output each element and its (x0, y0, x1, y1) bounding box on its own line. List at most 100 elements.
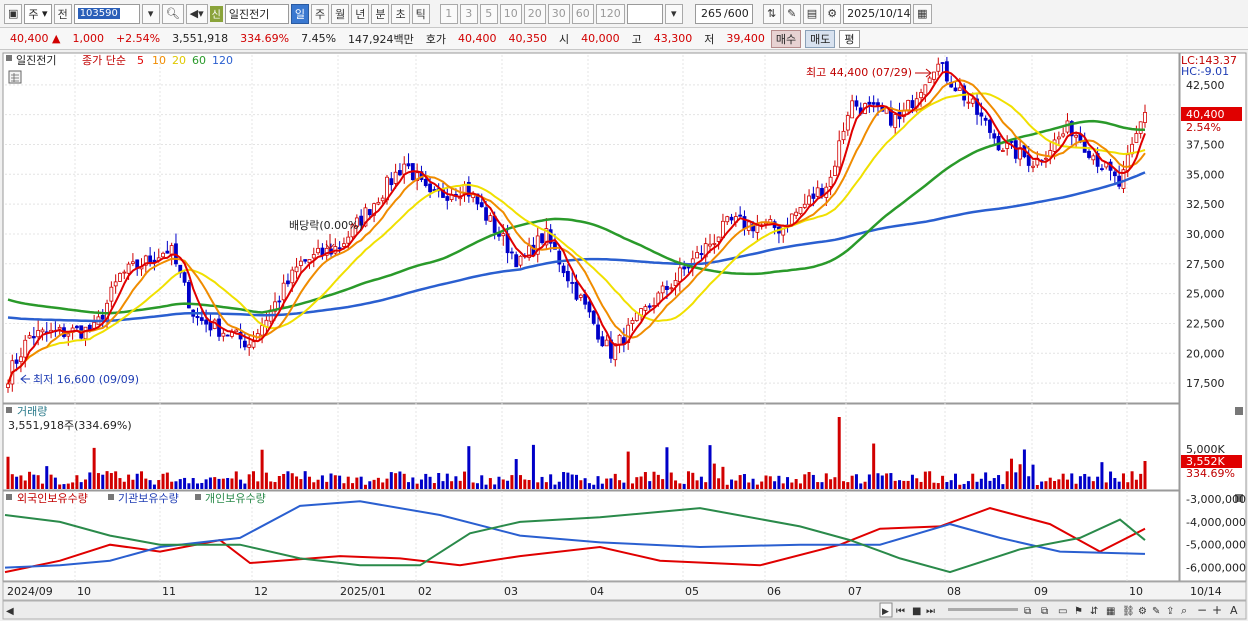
volume-close-icon[interactable] (1235, 407, 1243, 415)
legend-individual[interactable]: 개인보유수량 (205, 492, 266, 505)
buy-button[interactable]: 매수 (770, 29, 802, 48)
search-icon[interactable]: 🔍︎ (161, 3, 184, 24)
holdings-dot-icon (6, 494, 12, 500)
interval-10[interactable]: 10 (499, 3, 522, 24)
window-icon[interactable]: ▣ (4, 3, 23, 24)
volume-bar (402, 473, 406, 489)
grid-icon (11, 73, 19, 82)
period-week[interactable]: 주 (310, 3, 330, 24)
save-icon[interactable]: ▤ (802, 3, 822, 24)
indicator-icon[interactable]: ⚑ (1074, 606, 1083, 617)
candle-body (1087, 150, 1091, 158)
link-icon[interactable]: ⛓ (1122, 605, 1135, 617)
ma10-line (7, 79, 1146, 385)
compare-chart-icon[interactable]: ⇵ (1090, 606, 1098, 617)
holdings-close-icon[interactable] (1235, 494, 1243, 502)
legend-ma120[interactable]: 120 (212, 54, 233, 67)
price-panel[interactable] (2, 52, 1180, 404)
volume-bar (157, 480, 161, 489)
custom-interval-input[interactable] (626, 3, 663, 24)
play-icon: ▶ (882, 607, 889, 617)
open-price: 40,000 (581, 32, 620, 45)
legend-ma60[interactable]: 60 (192, 54, 206, 67)
volume-bar (704, 482, 708, 489)
volume-bar (19, 475, 23, 489)
candle-body (1125, 154, 1130, 171)
draw-icon[interactable]: ✎ (782, 3, 801, 24)
legend-close[interactable]: 종가 단순 (82, 54, 126, 67)
interval-120[interactable]: 120 (595, 3, 625, 24)
candle-body (647, 305, 652, 308)
legend-ma5[interactable]: 5 (137, 54, 144, 67)
market-select[interactable]: 주 ▾ (24, 3, 52, 24)
period-year[interactable]: 년 (351, 3, 370, 24)
zoom-in-icon[interactable]: + (1212, 603, 1222, 617)
export-icon[interactable]: ⇪ (1166, 606, 1174, 617)
holdings-tick-label: -6,000,000 (1186, 562, 1246, 575)
stop-icon[interactable]: ■ (912, 606, 921, 617)
interval-30[interactable]: 30 (547, 3, 570, 24)
scroll-right-icon[interactable] (879, 602, 893, 618)
rewind-icon[interactable]: ⏮ (896, 606, 905, 617)
layout-icon[interactable]: ▦ (1106, 606, 1115, 617)
chart-area[interactable]: 일진전기 종가 단순 5 10 20 60 120 최고 44,400 (07/… (0, 51, 1248, 621)
price-tick-label: 27,500 (1186, 258, 1225, 271)
volume-bar (893, 480, 897, 489)
copy-icon[interactable]: ⧉ (1024, 606, 1031, 617)
volume-bar (445, 473, 449, 489)
holdings-panel[interactable] (2, 490, 1180, 582)
forward-icon[interactable]: ⏭ (926, 606, 935, 617)
calendar-icon[interactable]: ▦ (913, 3, 932, 24)
edit-icon[interactable]: ✎ (1152, 606, 1160, 617)
volume-bar (1031, 464, 1035, 489)
legend-institution[interactable]: 기관보유수량 (118, 492, 179, 505)
interval-60[interactable]: 60 (571, 3, 594, 24)
volume-bar (1104, 482, 1108, 489)
volume-bar (454, 476, 458, 489)
interval-1[interactable]: 1 (439, 3, 458, 24)
volume-bar (1139, 473, 1143, 489)
table-toggle-icon[interactable] (8, 70, 22, 84)
speaker-icon[interactable]: ◀▾ (185, 3, 208, 24)
legend-stock-name[interactable]: 일진전기 (16, 53, 56, 67)
prev-button[interactable]: 전 (53, 3, 72, 24)
magnifier-icon[interactable]: ⌕ (1181, 604, 1187, 617)
candle-body (936, 63, 941, 72)
period-tick[interactable]: 틱 (411, 3, 430, 24)
candle-body (665, 286, 669, 290)
scroll-left-icon[interactable]: ◀ (6, 606, 14, 617)
date-input[interactable]: 2025/10/14 (843, 3, 912, 24)
zoom-slider[interactable] (948, 608, 1018, 611)
candle-body (630, 320, 635, 324)
font-size-icon[interactable]: A (1230, 604, 1238, 617)
interval-5[interactable]: 5 (479, 3, 498, 24)
gear-icon[interactable]: ⚙ (823, 3, 842, 24)
interval-dropdown-icon[interactable]: ▾ (664, 3, 683, 24)
period-minute[interactable]: 분 (371, 3, 390, 24)
period-second[interactable]: 초 (391, 3, 410, 24)
legend-ma10[interactable]: 10 (152, 54, 166, 67)
interval-20[interactable]: 20 (523, 3, 546, 24)
count-field[interactable]: 265/600 (694, 3, 753, 24)
overlay-icon[interactable]: ⧉ (1041, 606, 1048, 617)
settings-icon[interactable]: ⚙ (1138, 606, 1147, 617)
code-dropdown-icon[interactable]: ▾ (141, 3, 160, 24)
volume-title[interactable]: 거래량 (17, 405, 47, 418)
volume-bar (962, 483, 966, 489)
stock-code-input[interactable]: 103590 (73, 3, 140, 24)
period-day[interactable]: 일 (290, 3, 309, 24)
zoom-out-icon[interactable]: − (1197, 603, 1207, 617)
volume-bar (40, 483, 44, 489)
sell-button[interactable]: 매도 (805, 29, 836, 48)
interval-3[interactable]: 3 (459, 3, 478, 24)
bottom-scrollbar[interactable] (2, 600, 1247, 620)
candle-body (273, 301, 277, 312)
period-month[interactable]: 월 (331, 3, 350, 24)
legend-foreign[interactable]: 외국인보유수량 (17, 492, 88, 505)
split-icon[interactable]: ▭ (1058, 606, 1067, 617)
avg-button[interactable]: 평 (839, 29, 860, 48)
volume-panel[interactable] (2, 403, 1180, 491)
legend-ma20[interactable]: 20 (172, 54, 186, 67)
compare-icon[interactable]: ⇅ (762, 3, 781, 24)
volume-bar (669, 472, 673, 489)
